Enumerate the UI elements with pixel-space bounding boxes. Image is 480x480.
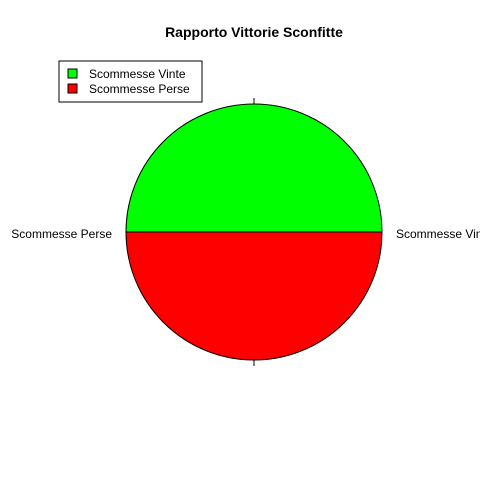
slice-label-vinte: Scommesse Vinte [396,227,480,241]
pie-slices [125,103,383,361]
pie-slice-0 [125,103,383,233]
legend-label-perse: Scommesse Perse [89,82,190,96]
slice-label-perse: Scommesse Perse [11,227,112,241]
chart-title: Rapporto Vittorie Sconfitte [165,24,343,40]
legend-box [58,60,203,103]
pie-slice-1 [125,231,383,361]
legend: Scommesse Vinte Scommesse Perse [58,60,203,103]
legend-swatch-perse [67,83,78,94]
legend-label-vinte: Scommesse Vinte [89,67,186,81]
slice-labels: Scommesse Vinte Scommesse Perse [11,227,480,241]
legend-swatch-vinte [67,68,78,79]
